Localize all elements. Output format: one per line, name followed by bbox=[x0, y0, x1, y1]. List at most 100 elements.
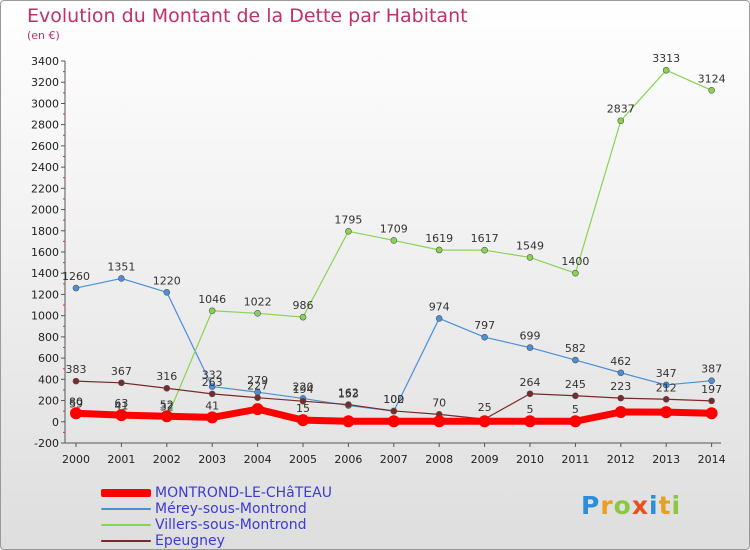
x-tick-label: 2011 bbox=[561, 453, 589, 466]
proxiti-logo: Proxiti bbox=[581, 491, 681, 520]
series-point bbox=[662, 381, 670, 389]
series-point bbox=[614, 406, 627, 419]
x-tick-label: 2012 bbox=[607, 453, 635, 466]
data-label: 582 bbox=[565, 342, 586, 355]
legend-swatch bbox=[101, 489, 151, 497]
series-point bbox=[433, 415, 446, 428]
series-point bbox=[345, 401, 352, 408]
data-label: 153 bbox=[338, 388, 359, 401]
legend-swatch bbox=[101, 508, 151, 510]
series-point bbox=[569, 415, 582, 428]
series-point bbox=[208, 307, 216, 315]
data-label: 367 bbox=[111, 365, 132, 378]
y-tick-label: 1200 bbox=[31, 288, 59, 301]
chart-title: Evolution du Montant de la Dette par Hab… bbox=[27, 5, 468, 27]
y-tick-label: 600 bbox=[38, 352, 59, 365]
series-point bbox=[72, 284, 80, 292]
x-tick-label: 2014 bbox=[698, 453, 726, 466]
x-tick-label: 2003 bbox=[198, 453, 226, 466]
x-tick-label: 2001 bbox=[107, 453, 135, 466]
data-label: 100 bbox=[383, 393, 404, 406]
data-label: 1400 bbox=[561, 255, 589, 268]
data-label: 1619 bbox=[425, 232, 453, 245]
series-point bbox=[708, 397, 715, 405]
x-tick-label: 2009 bbox=[471, 453, 499, 466]
data-label: 332 bbox=[202, 369, 223, 382]
x-tick-label: 2005 bbox=[289, 453, 317, 466]
data-label: 1795 bbox=[334, 213, 362, 226]
series-point bbox=[708, 86, 715, 94]
legend-label: Mérey-sous-Montrond bbox=[155, 501, 307, 517]
data-label: 974 bbox=[429, 300, 450, 313]
data-label: 52 bbox=[160, 398, 174, 411]
data-label: 15 bbox=[296, 402, 310, 415]
data-label: 41 bbox=[114, 399, 128, 412]
data-label: 3313 bbox=[652, 52, 680, 65]
series-point bbox=[617, 369, 625, 377]
y-tick-label: 800 bbox=[38, 331, 59, 344]
series-point bbox=[526, 254, 534, 261]
series-point bbox=[526, 390, 534, 398]
y-tick-label: 2200 bbox=[31, 182, 59, 195]
data-label: 1709 bbox=[380, 222, 408, 235]
data-label: 263 bbox=[202, 376, 223, 389]
data-label: 1549 bbox=[516, 239, 544, 252]
series-point bbox=[481, 246, 488, 254]
legend-swatch bbox=[101, 524, 151, 526]
series-point bbox=[254, 394, 261, 401]
series-point bbox=[163, 384, 171, 392]
y-tick-label: 1600 bbox=[31, 246, 59, 259]
data-label: 63 bbox=[114, 397, 128, 410]
logo-letter: i bbox=[649, 491, 659, 520]
series-point bbox=[478, 415, 491, 428]
data-label: 1617 bbox=[471, 232, 499, 245]
y-tick-label: 2400 bbox=[31, 161, 59, 174]
x-tick-label: 2002 bbox=[153, 453, 181, 466]
y-tick-label: 1800 bbox=[31, 225, 59, 238]
data-label: 316 bbox=[156, 370, 177, 383]
series-point bbox=[481, 333, 488, 341]
legend-label: MONTROND-LE-CHâTEAU bbox=[155, 485, 332, 501]
series-point bbox=[617, 394, 625, 402]
series-point bbox=[299, 397, 307, 405]
series-point bbox=[72, 377, 80, 385]
legend-item: MONTROND-LE-CHâTEAU bbox=[101, 485, 421, 501]
y-tick-label: 0 bbox=[52, 416, 59, 429]
y-tick-label: 3200 bbox=[31, 76, 59, 89]
data-label: 220 bbox=[293, 380, 314, 393]
series-point bbox=[526, 344, 534, 351]
series-point bbox=[342, 415, 355, 428]
data-label: 212 bbox=[656, 381, 677, 394]
series-point bbox=[299, 313, 307, 321]
data-label: 1351 bbox=[107, 260, 135, 273]
data-label: 162 bbox=[338, 387, 359, 400]
data-label: 797 bbox=[474, 319, 495, 332]
y-tick-label: 1400 bbox=[31, 267, 59, 280]
legend-label: Villers-sous-Montrond bbox=[155, 517, 307, 533]
data-label: 383 bbox=[66, 363, 87, 376]
x-tick-label: 2007 bbox=[380, 453, 408, 466]
series-point bbox=[208, 390, 216, 398]
x-tick-label: 2004 bbox=[244, 453, 272, 466]
series-point bbox=[163, 289, 171, 296]
data-label: 194 bbox=[293, 383, 314, 396]
y-tick-label: -200 bbox=[34, 437, 59, 450]
y-tick-label: 2800 bbox=[31, 119, 59, 132]
data-label: 223 bbox=[610, 380, 631, 393]
x-tick-label: 2006 bbox=[334, 453, 362, 466]
data-label: 264 bbox=[520, 376, 541, 389]
logo-letter: r bbox=[600, 491, 614, 520]
unit-label: (en €) bbox=[27, 29, 60, 42]
data-label: 70 bbox=[432, 396, 446, 409]
series-point bbox=[390, 237, 398, 244]
data-label: 59 bbox=[69, 398, 83, 411]
series-point bbox=[660, 406, 673, 419]
data-label: 2837 bbox=[607, 103, 635, 116]
data-label: 1022 bbox=[244, 295, 272, 308]
series-point bbox=[708, 377, 715, 385]
data-label: 102 bbox=[383, 393, 404, 406]
data-label: 3124 bbox=[698, 72, 726, 85]
x-tick-label: 2000 bbox=[62, 453, 90, 466]
series-point bbox=[254, 310, 261, 317]
y-tick-label: 200 bbox=[38, 395, 59, 408]
